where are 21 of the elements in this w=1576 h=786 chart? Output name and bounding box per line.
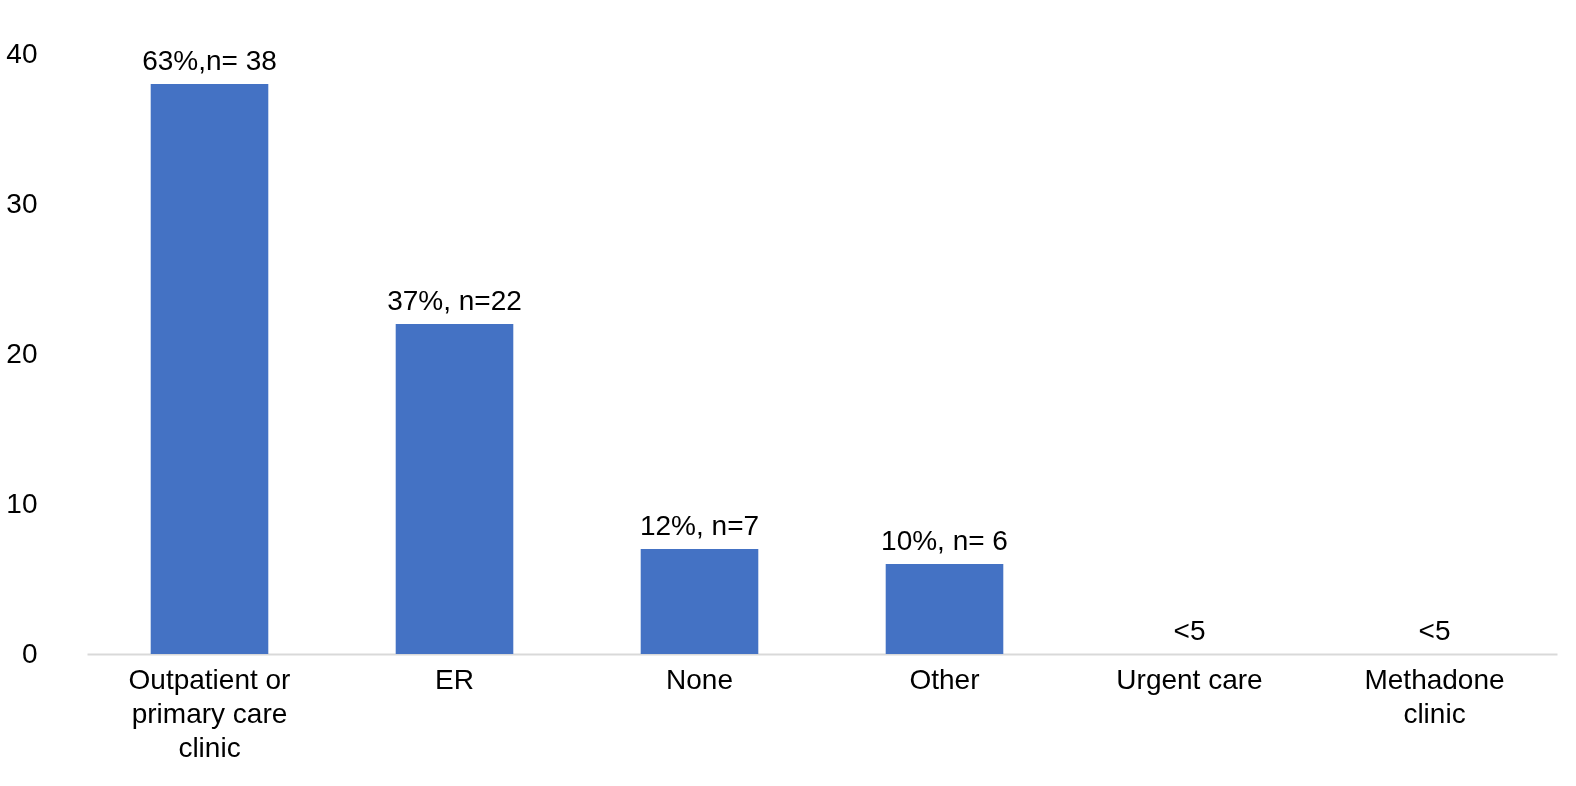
x-tick-label: ER: [435, 663, 474, 695]
y-tick-label: 20: [6, 337, 38, 369]
x-tick-label: Other: [909, 663, 980, 695]
data-label: 37%, n=22: [387, 285, 522, 316]
text: <5: [1418, 615, 1451, 646]
y-tick-label: 10: [6, 487, 38, 519]
bar: [640, 549, 759, 654]
x-tick-label: Methadone clinic: [1364, 663, 1505, 729]
y-tick-label: 30: [6, 187, 38, 219]
data-label: 12%, n=7: [639, 510, 760, 541]
bar: [150, 84, 269, 654]
x-tick-label: None: [666, 663, 733, 695]
x-tick-label: Urgent care: [1116, 663, 1263, 695]
text: <5: [1173, 615, 1206, 646]
data-label: 10%, n= 6: [881, 525, 1008, 556]
bar: [395, 324, 514, 654]
y-tick-label: 40: [6, 37, 38, 69]
data-label: 63%,n= 38: [142, 45, 277, 76]
y-tick-label: 0: [21, 637, 38, 669]
bar: [885, 564, 1004, 654]
x-tick-label: Outpatient or primary care clinic: [128, 663, 291, 763]
